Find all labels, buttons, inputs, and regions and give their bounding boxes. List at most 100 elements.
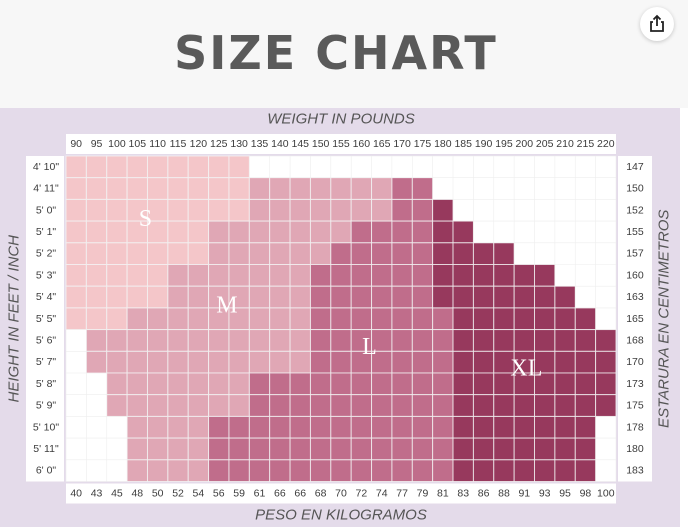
size-cell [330, 285, 352, 309]
height-ft-tick: 5' 10" [33, 421, 59, 433]
size-cell [554, 394, 576, 417]
size-cell [106, 329, 128, 352]
height-ft-tick: 5' 9" [36, 400, 57, 412]
size-cell [208, 242, 230, 266]
size-cell [330, 177, 352, 200]
size-cell [513, 415, 536, 439]
weight-kg-tick: 48 [131, 488, 143, 500]
size-cell [309, 350, 332, 374]
size-cell [432, 307, 454, 331]
size-cell [554, 459, 576, 482]
size-cell [411, 394, 434, 417]
size-cell [126, 155, 148, 179]
size-cell [187, 372, 210, 396]
size-cell [309, 285, 332, 309]
size-label-l: L [362, 334, 377, 360]
weight-kg-tick: 54 [193, 488, 205, 500]
size-cell [269, 220, 291, 244]
size-cell [208, 437, 230, 461]
size-cell [391, 437, 413, 461]
size-cell [330, 329, 352, 352]
size-cell [391, 177, 413, 200]
size-cell [350, 264, 373, 287]
size-cell [208, 177, 230, 200]
size-cell [126, 350, 148, 374]
size-cell [289, 394, 311, 417]
size-cell [228, 415, 250, 439]
size-cell [228, 350, 250, 374]
size-cell [106, 220, 128, 244]
size-cell [432, 242, 454, 266]
weight-kg-tick-band [66, 483, 616, 504]
share-button[interactable] [640, 7, 674, 41]
size-cell [534, 285, 556, 309]
size-cell [493, 415, 515, 439]
size-cell [65, 307, 87, 331]
size-cell [371, 415, 393, 439]
size-cell [554, 285, 576, 309]
weight-kg-tick: 81 [437, 488, 449, 500]
height-ft-tick: 5' 6" [36, 334, 57, 346]
size-cell [65, 264, 87, 287]
size-cell [452, 285, 474, 309]
size-cell [248, 198, 271, 222]
size-cell [187, 329, 210, 352]
weight-kg-tick: 52 [172, 488, 184, 500]
size-cell [228, 198, 250, 222]
size-cell [391, 394, 413, 417]
weight-lb-tick: 110 [149, 138, 166, 150]
size-cell [452, 415, 474, 439]
size-label-m: M [216, 293, 237, 319]
size-cell [371, 198, 393, 222]
size-cell [534, 459, 556, 482]
size-cell [411, 285, 434, 309]
height-cm-tick: 170 [626, 356, 644, 368]
size-cell [228, 329, 250, 352]
size-cell [330, 242, 352, 266]
size-cell [391, 329, 413, 352]
size-cell [391, 198, 413, 222]
size-cell [208, 394, 230, 417]
size-cell [371, 372, 393, 396]
size-cell [472, 329, 495, 352]
size-cell [432, 285, 454, 309]
size-cell [289, 264, 311, 287]
size-cell [126, 242, 148, 266]
size-cell [146, 307, 169, 331]
weight-lb-tick: 135 [251, 138, 269, 150]
size-cell [269, 437, 291, 461]
size-cell [554, 372, 576, 396]
size-cell [391, 285, 413, 309]
size-cell [248, 372, 271, 396]
height-cm-tick: 152 [626, 204, 644, 216]
size-cell [309, 415, 332, 439]
size-cell [248, 394, 271, 417]
weight-lb-tick: 115 [170, 138, 187, 150]
size-cell [208, 329, 230, 352]
size-cell [411, 437, 434, 461]
page-title: SIZE CHART [174, 26, 498, 80]
size-cell [411, 242, 434, 266]
size-cell [106, 155, 128, 179]
size-cell [391, 372, 413, 396]
size-label-s: S [139, 206, 152, 232]
size-cell [452, 350, 474, 374]
size-cell [65, 242, 87, 266]
size-cell [85, 285, 108, 309]
size-cell [350, 459, 373, 482]
size-cell [289, 198, 311, 222]
size-cell [472, 285, 495, 309]
size-cell [309, 198, 332, 222]
size-cell [493, 307, 515, 331]
weight-lb-tick: 90 [70, 138, 82, 150]
size-cell [187, 177, 210, 200]
weight-kg-tick: 61 [254, 488, 266, 500]
size-cell [167, 437, 189, 461]
size-cell [106, 307, 128, 331]
size-cell [146, 459, 169, 482]
size-cell [452, 437, 474, 461]
size-cell [350, 372, 373, 396]
size-cell [472, 264, 495, 287]
weight-kg-tick: 70 [335, 488, 347, 500]
weight-lb-tick: 130 [230, 138, 248, 150]
